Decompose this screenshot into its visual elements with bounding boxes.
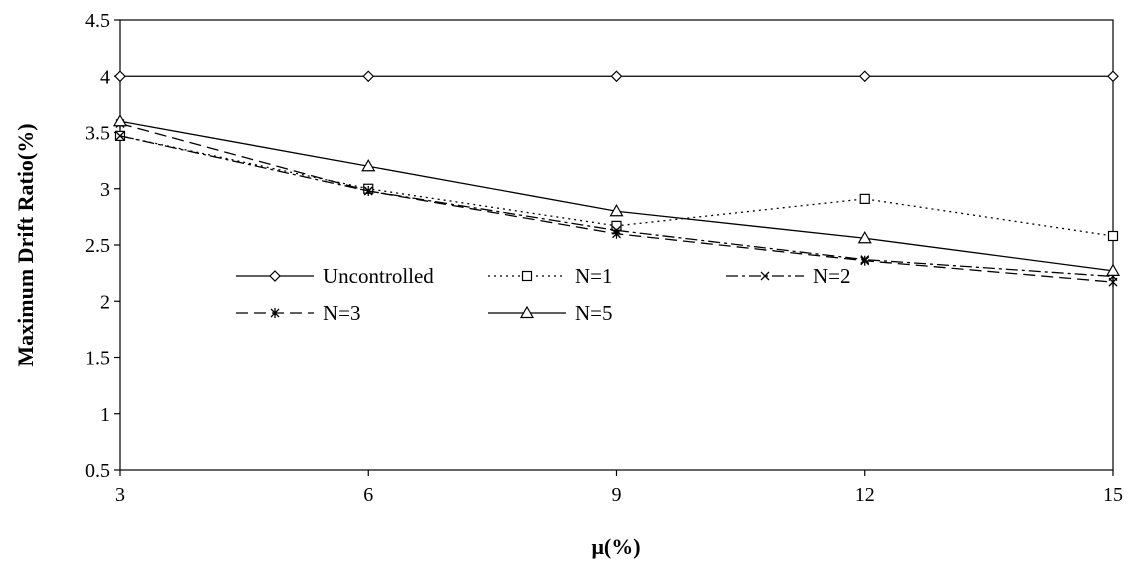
x-tick-label: 9 <box>612 484 622 506</box>
legend-marker <box>269 270 281 282</box>
x-axis-title: μ(%) <box>591 534 640 559</box>
data-point-n-1 <box>1107 230 1119 242</box>
legend-marker <box>760 271 770 281</box>
legend-item-n-5: N=5 <box>488 301 613 325</box>
y-tick-label: 2.5 <box>85 235 110 257</box>
y-tick-label: 4.5 <box>85 10 110 32</box>
data-point-n-5 <box>1105 263 1121 276</box>
series-layer <box>112 70 1121 288</box>
x-tick-label: 12 <box>855 484 875 506</box>
legend-marker <box>519 305 535 319</box>
legend-label: N=5 <box>575 301 613 325</box>
y-tick-label: 3 <box>100 179 110 201</box>
data-point-n-3 <box>860 255 870 266</box>
data-point-uncontrolled <box>1107 70 1119 83</box>
data-point-n-3 <box>1108 277 1118 288</box>
legend-label: N=2 <box>813 264 851 288</box>
legend-item-uncontrolled: Uncontrolled <box>236 264 434 288</box>
data-point-n-5 <box>857 231 872 244</box>
y-tick-label: 1 <box>100 404 110 426</box>
data-point-n-2 <box>115 131 125 141</box>
x-tick-label: 3 <box>115 484 125 506</box>
legend-item-n-3: N=3 <box>236 301 361 325</box>
data-point-uncontrolled <box>610 70 623 83</box>
data-point-n-5 <box>112 114 128 127</box>
plot-area <box>119 19 1114 471</box>
y-tick-label: 1.5 <box>85 348 110 370</box>
y-tick-label: 2 <box>100 291 110 313</box>
y-axis: 0.5 1 1.5 2 2.5 3 3.5 4 4.5 <box>85 10 120 482</box>
legend-item-n-2: N=2 <box>726 264 851 288</box>
legend-label: N=1 <box>575 264 613 288</box>
data-point-uncontrolled <box>858 70 871 83</box>
series-n-5 <box>112 114 1121 276</box>
y-tick-label: 0.5 <box>85 460 110 482</box>
legend-label: N=3 <box>323 301 361 325</box>
x-tick-label: 15 <box>1103 484 1123 506</box>
legend-item-n-1: N=1 <box>488 264 613 288</box>
y-tick-label: 3.5 <box>85 123 110 145</box>
legend-marker <box>521 270 533 282</box>
x-tick-label: 6 <box>363 484 373 506</box>
series-line-n-2 <box>119 135 1114 278</box>
data-point-n-5 <box>609 204 624 217</box>
series-uncontrolled <box>114 70 1119 83</box>
y-axis-title: Maximum Drift Ratio(%) <box>13 123 38 366</box>
y-tick-label: 4 <box>100 66 110 88</box>
legend-marker <box>270 308 280 318</box>
data-point-n-1 <box>859 193 870 204</box>
data-point-uncontrolled <box>114 70 126 83</box>
data-point-n-3 <box>612 228 621 239</box>
data-point-n-5 <box>361 159 376 172</box>
data-point-n-3 <box>363 186 373 196</box>
data-point-uncontrolled <box>362 70 375 83</box>
x-axis: 3 6 9 12 15 <box>115 470 1123 506</box>
legend-label: Uncontrolled <box>323 264 434 288</box>
legend: Uncontrolled N=1 N=2 N=3 N=5 <box>236 264 851 325</box>
